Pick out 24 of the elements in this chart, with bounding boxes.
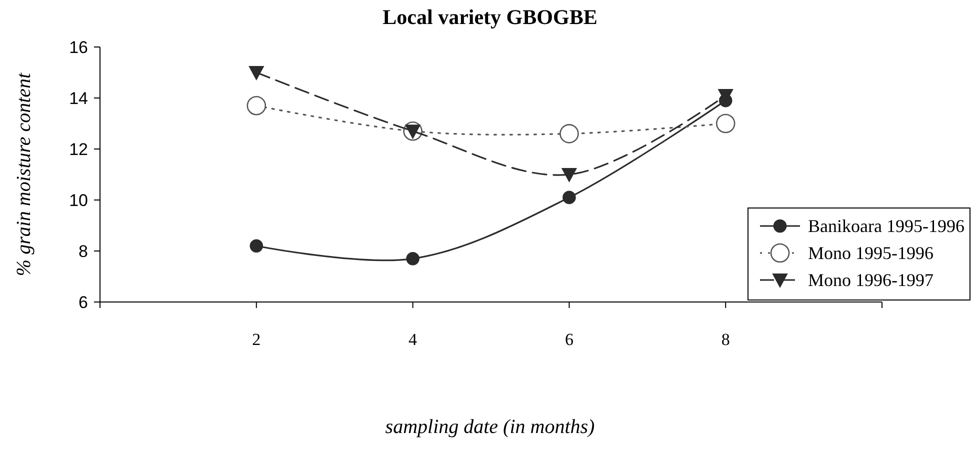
x-tick-label: 2 [252,330,261,349]
point [562,190,576,204]
x-tick-label: 6 [564,330,574,349]
point [248,66,264,80]
x-axis-title: sampling date (in months) [385,416,596,438]
legend-label: Mono 1996-1997 [808,270,934,290]
y-tick-label: 12 [69,140,88,159]
point [562,168,577,182]
point [246,96,266,116]
point [716,114,736,134]
point [406,252,420,266]
y-tick-label: 14 [69,89,88,108]
point [250,239,264,253]
x-tick-label: 4 [408,330,418,349]
legend-label: Mono 1995-1996 [808,243,934,263]
y-tick-label: 10 [69,191,88,210]
y-tick-label: 8 [78,242,88,261]
point [560,124,579,144]
legend-label: Banikoara 1995-1996 [808,216,964,236]
x-tick-label: 8 [721,330,730,349]
y-tick-label: 16 [69,38,88,57]
chart-title: Local variety GBOGBE [382,5,598,29]
y-axis-title: % grain moisture content [13,72,35,276]
y-tick-label: 6 [78,293,88,312]
